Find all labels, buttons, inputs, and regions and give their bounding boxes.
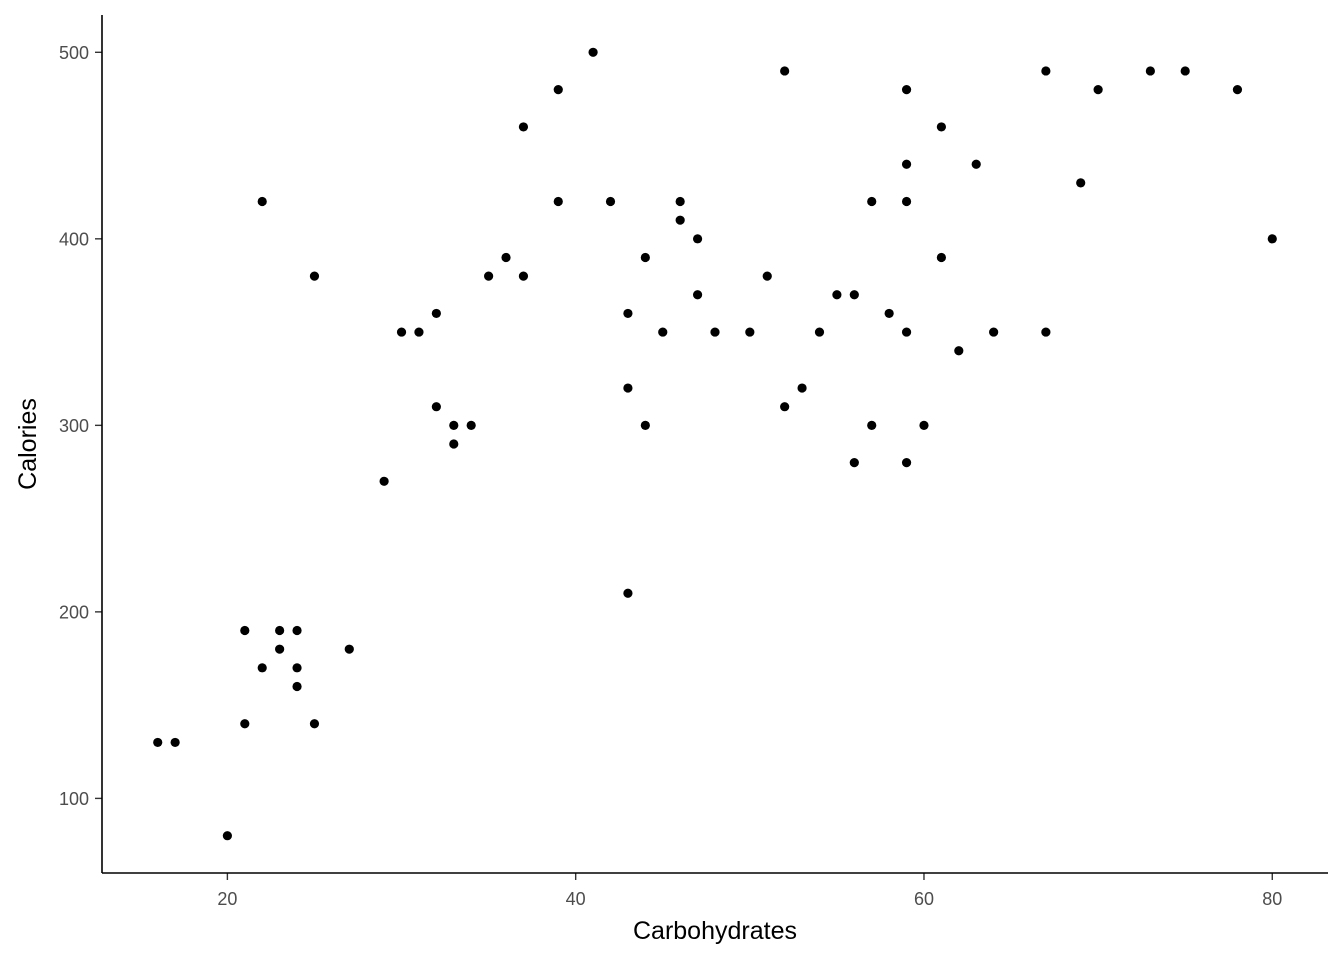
data-point — [240, 625, 250, 636]
data-point — [1041, 66, 1051, 76]
y-axis-title: Calories — [14, 398, 42, 490]
data-point — [449, 420, 459, 430]
data-point — [501, 252, 511, 263]
x-tick-label: 40 — [566, 889, 586, 909]
data-point — [971, 159, 981, 169]
data-point — [780, 402, 790, 412]
data-point — [901, 159, 912, 169]
data-point — [692, 234, 703, 244]
data-point — [832, 290, 842, 300]
data-point — [849, 458, 859, 468]
data-point — [449, 439, 459, 449]
data-point — [936, 252, 946, 263]
data-point — [919, 420, 929, 430]
data-point — [1076, 178, 1086, 188]
data-point — [849, 290, 859, 300]
data-point — [484, 271, 494, 281]
x-tick-label: 60 — [914, 889, 934, 909]
data-point — [222, 831, 232, 841]
data-point — [1267, 234, 1277, 244]
data-point — [605, 196, 616, 207]
data-point — [431, 402, 441, 412]
data-point — [867, 196, 877, 207]
data-point — [379, 476, 389, 486]
x-tick-label: 20 — [217, 889, 237, 909]
data-point — [240, 719, 250, 729]
data-point — [553, 196, 563, 207]
data-point — [989, 327, 999, 337]
data-point — [762, 271, 772, 281]
y-axis-ticks: 100 200 300 400 500 — [59, 43, 102, 809]
data-point — [153, 737, 163, 748]
data-point — [640, 252, 650, 263]
x-axis-title: Carbohydrates — [633, 917, 797, 945]
data-point — [675, 215, 685, 225]
data-point — [901, 196, 912, 207]
data-point — [692, 290, 703, 300]
data-point — [292, 663, 302, 673]
data-point — [1041, 327, 1051, 337]
x-tick-label: 80 — [1262, 889, 1282, 909]
data-point — [292, 625, 302, 636]
data-point — [257, 663, 267, 673]
data-point — [954, 346, 964, 356]
data-point — [275, 625, 285, 636]
x-axis-ticks: 20 40 60 80 — [217, 873, 1282, 909]
data-point — [257, 196, 267, 207]
data-point — [170, 737, 180, 748]
y-tick-label: 100 — [59, 789, 89, 809]
data-point — [431, 308, 441, 319]
data-point — [1145, 66, 1155, 76]
data-points — [153, 47, 1277, 841]
data-point — [414, 327, 424, 337]
data-point — [518, 122, 529, 132]
data-point — [901, 458, 912, 468]
data-point — [658, 327, 668, 337]
data-point — [309, 719, 320, 729]
data-point — [588, 47, 598, 57]
data-point — [814, 327, 825, 337]
y-tick-label: 500 — [59, 43, 89, 63]
data-point — [867, 420, 877, 430]
data-point — [1093, 85, 1103, 95]
data-point — [797, 383, 807, 393]
data-point — [745, 327, 755, 337]
data-point — [309, 271, 320, 281]
data-point — [710, 327, 720, 337]
data-point — [553, 85, 563, 95]
data-point — [675, 196, 685, 207]
data-point — [901, 85, 912, 95]
data-point — [292, 681, 302, 692]
data-point — [623, 383, 633, 393]
y-tick-label: 300 — [59, 416, 89, 436]
data-point — [640, 420, 650, 430]
data-point — [344, 644, 354, 654]
data-point — [623, 308, 633, 319]
data-point — [936, 122, 946, 132]
data-point — [1232, 85, 1243, 95]
data-point — [884, 308, 894, 319]
data-point — [1180, 66, 1190, 76]
data-point — [396, 327, 407, 337]
data-point — [901, 327, 912, 337]
data-point — [623, 588, 633, 598]
data-point — [466, 420, 476, 430]
y-tick-label: 200 — [59, 602, 89, 622]
data-point — [518, 271, 529, 281]
data-point — [275, 644, 285, 654]
data-point — [780, 66, 790, 76]
y-tick-label: 400 — [59, 229, 89, 249]
